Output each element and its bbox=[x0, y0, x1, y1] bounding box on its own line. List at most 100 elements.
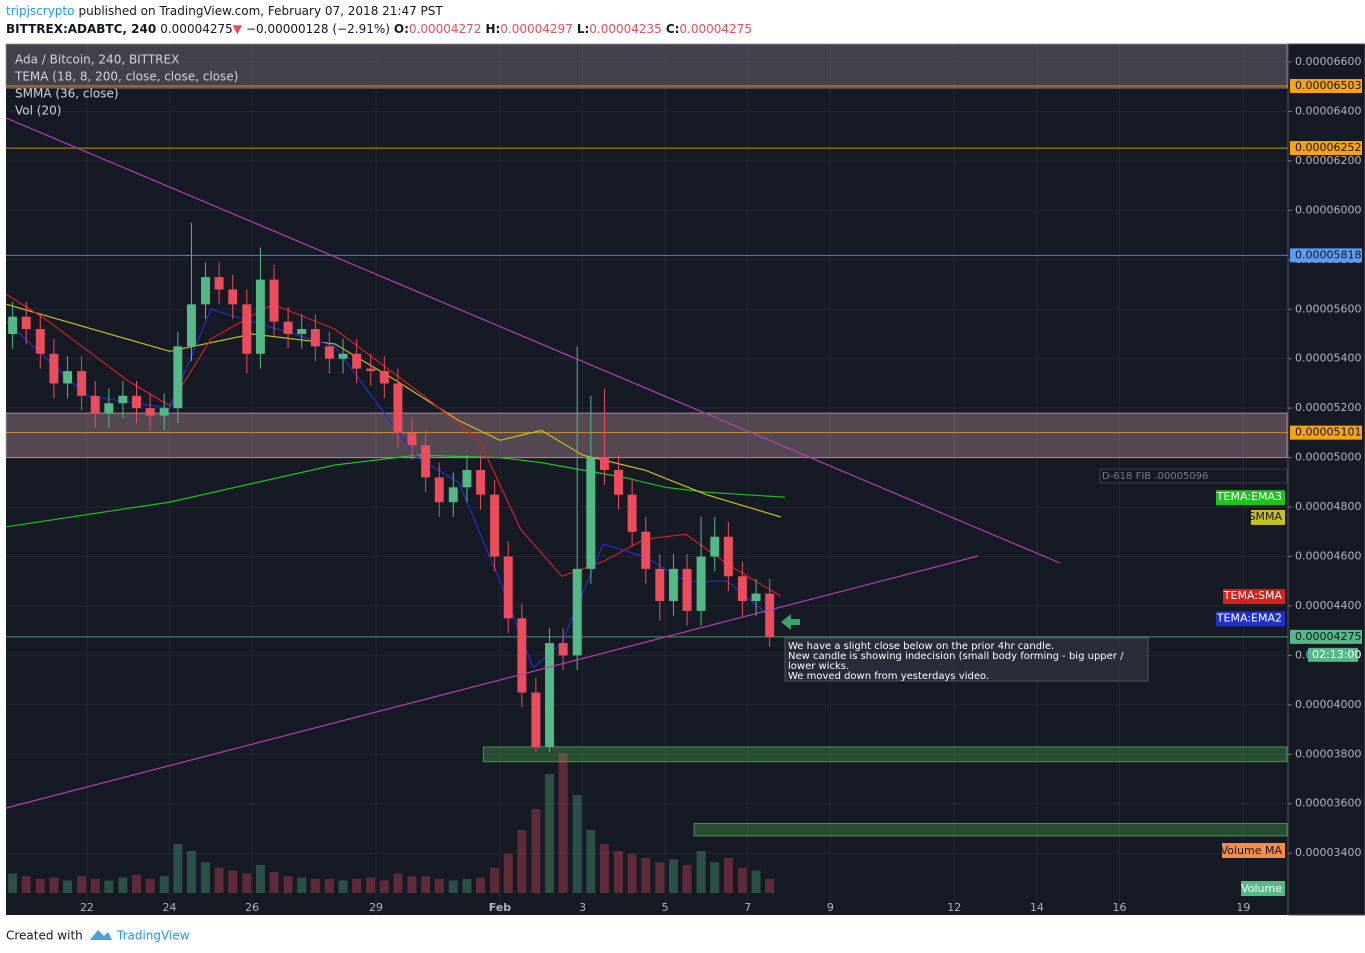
volume-bar bbox=[186, 851, 196, 893]
candle-body bbox=[145, 408, 155, 416]
volume-label: Volume bbox=[1241, 882, 1282, 895]
footer-brand[interactable]: TradingView bbox=[116, 929, 190, 943]
change: −0.00000128 (−2.91%) bbox=[246, 22, 390, 36]
logo bbox=[90, 930, 112, 940]
volume-bar bbox=[255, 865, 265, 893]
y-tick-label: 0.00006200 bbox=[1295, 154, 1361, 167]
volume-bar bbox=[63, 880, 73, 893]
annotation-line: New candle is showing indecision (small … bbox=[788, 651, 1124, 662]
price-axis bbox=[1287, 43, 1365, 916]
volume-bar bbox=[297, 877, 307, 893]
volume-bar bbox=[366, 877, 376, 893]
candle-body bbox=[407, 432, 417, 446]
ma-line bbox=[6, 303, 781, 518]
legend-text: SMMA (36, close) bbox=[15, 87, 119, 101]
candle-body bbox=[421, 445, 431, 478]
plot bbox=[5, 43, 1292, 915]
candle-body bbox=[379, 371, 389, 384]
volume-bar bbox=[490, 867, 500, 893]
level-tag bbox=[1290, 79, 1362, 94]
close: 0.00004275 bbox=[679, 22, 752, 36]
candle-body bbox=[269, 279, 279, 322]
candle-body bbox=[558, 643, 568, 656]
candle-body bbox=[503, 556, 513, 619]
volume-bar bbox=[201, 862, 210, 893]
volume-bar bbox=[421, 876, 431, 893]
x-tick-label: 29 bbox=[369, 901, 383, 914]
x-tick-label: 9 bbox=[827, 901, 834, 914]
level-label: 0.00005101 bbox=[1295, 426, 1361, 439]
annotation-line: We moved down from yesterdays video. bbox=[788, 671, 989, 682]
candle-body bbox=[77, 371, 87, 396]
candle-body bbox=[765, 593, 775, 637]
legend-text: TEMA (18, 8, 200, close, close, close) bbox=[14, 70, 238, 84]
c-label: C: bbox=[666, 22, 680, 36]
candle-body bbox=[310, 329, 320, 347]
open: 0.00004272 bbox=[409, 22, 482, 36]
candle-body bbox=[614, 469, 623, 495]
volume-bar bbox=[338, 880, 348, 893]
volume-bar bbox=[393, 873, 403, 893]
volume-bar bbox=[765, 879, 775, 893]
volume-bar bbox=[682, 865, 692, 893]
y-tick-label: 0.00003800 bbox=[1295, 747, 1361, 760]
candle-body bbox=[599, 457, 609, 470]
candle-body bbox=[668, 568, 678, 602]
series-label: TEMA:EMA2 bbox=[1216, 611, 1282, 624]
volume-bar bbox=[214, 867, 224, 893]
annotation-box bbox=[784, 637, 1149, 682]
volume-bar bbox=[434, 879, 444, 893]
published: published on TradingView.com, February 0… bbox=[78, 4, 443, 18]
volume-bar bbox=[462, 879, 472, 893]
candle-body bbox=[173, 346, 183, 409]
volume-bar bbox=[145, 879, 155, 893]
y-tick-label: 0.00004000 bbox=[1295, 698, 1361, 711]
h-label: H: bbox=[485, 22, 500, 36]
candle-body bbox=[324, 346, 334, 359]
ma-line bbox=[6, 293, 782, 597]
volume-bar bbox=[751, 870, 761, 893]
annotation-line: lower wicks. bbox=[788, 661, 849, 672]
candle-body bbox=[8, 316, 18, 335]
zone bbox=[693, 823, 1288, 837]
candle-body bbox=[723, 536, 733, 577]
volume-bar bbox=[228, 870, 238, 893]
y-tick-label: 0.00003600 bbox=[1295, 797, 1361, 810]
footer bbox=[0, 918, 1365, 953]
high: 0.00004297 bbox=[500, 22, 573, 36]
candle-body bbox=[228, 289, 238, 305]
volume-bar bbox=[407, 876, 417, 893]
y-tick-label: 0.00005200 bbox=[1295, 401, 1361, 414]
volume-bar bbox=[448, 880, 458, 893]
volume-bar bbox=[173, 844, 183, 893]
volume-bar bbox=[379, 880, 389, 893]
y-tick-label: 0.00003400 bbox=[1295, 846, 1361, 859]
x-tick-label: 26 bbox=[245, 901, 259, 914]
volume-bar bbox=[545, 774, 555, 893]
candle-body bbox=[545, 643, 555, 747]
candle-body bbox=[255, 279, 265, 354]
volume-bar bbox=[723, 858, 733, 893]
plot-area bbox=[6, 44, 1288, 915]
level-tag bbox=[1290, 629, 1362, 644]
candle-body bbox=[90, 395, 100, 414]
volume-bar bbox=[21, 876, 31, 893]
x-tick-label: 7 bbox=[744, 901, 751, 914]
volume-bar bbox=[49, 877, 59, 893]
volume-bar bbox=[503, 853, 513, 893]
volume-bar bbox=[641, 858, 651, 893]
y-tick-label: 0.00004600 bbox=[1295, 550, 1361, 563]
volume-bar bbox=[599, 844, 609, 893]
volume-bar bbox=[159, 876, 169, 893]
author[interactable]: tripjscrypto bbox=[6, 4, 74, 18]
volume-bar bbox=[614, 851, 623, 893]
series-tag bbox=[1216, 611, 1285, 627]
volume-bar bbox=[476, 877, 486, 893]
x-tick-label: 22 bbox=[80, 901, 94, 914]
volume-bar bbox=[710, 862, 720, 893]
fib-label: D-618 FIB .00005096 bbox=[1102, 471, 1208, 482]
y-tick-label: 0.00005400 bbox=[1295, 352, 1361, 365]
candle-body bbox=[737, 576, 747, 602]
candle-body bbox=[242, 304, 252, 354]
candle-body bbox=[476, 469, 486, 495]
